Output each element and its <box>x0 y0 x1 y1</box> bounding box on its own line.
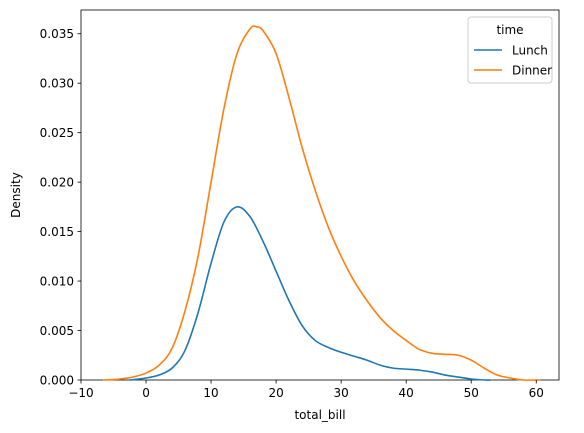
series-line-dinner <box>102 25 541 381</box>
y-tick-label: 0.030 <box>40 77 74 91</box>
x-axis-label: total_bill <box>294 408 345 422</box>
x-tick-label: 20 <box>268 386 283 400</box>
legend-entries: Lunch Dinner <box>474 43 552 77</box>
y-tick-label: 0.035 <box>40 27 74 41</box>
legend-box <box>467 16 553 84</box>
x-tick-label: 40 <box>399 386 414 400</box>
y-tick-label: 0.025 <box>40 126 74 140</box>
x-tick-label: 60 <box>529 386 544 400</box>
x-tick-label: 30 <box>333 386 348 400</box>
legend: time Lunch Dinner <box>467 16 553 84</box>
plot-area <box>80 9 560 381</box>
x-tick-label: 10 <box>203 386 218 400</box>
y-tick-label: 0.005 <box>40 324 74 338</box>
x-tick-label: 50 <box>464 386 479 400</box>
legend-title: time <box>496 23 523 37</box>
x-axis: −10 0 10 20 30 40 50 60 <box>68 380 544 400</box>
y-axis: 0.000 0.005 0.010 0.015 0.020 0.025 0.030 0.035 <box>40 27 81 387</box>
legend-label-dinner: Dinner <box>512 63 552 77</box>
y-tick-label: 0.000 <box>40 373 74 387</box>
y-axis-label: Density <box>9 172 23 218</box>
legend-label-lunch: Lunch <box>512 43 548 57</box>
series-line-lunch <box>128 206 492 381</box>
y-tick-label: 0.010 <box>40 274 74 288</box>
plot-frame <box>80 9 560 381</box>
series-layer <box>102 25 541 381</box>
y-tick-label: 0.020 <box>40 175 74 189</box>
y-tick-label: 0.015 <box>40 225 74 239</box>
x-tick-label: 0 <box>142 386 150 400</box>
x-tick-label: −10 <box>68 386 93 400</box>
